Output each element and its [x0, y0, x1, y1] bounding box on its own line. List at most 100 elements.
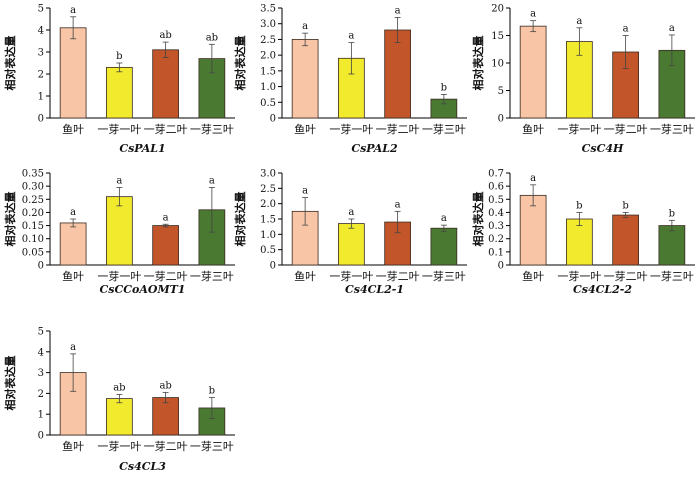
chart-title: Cs4CL2-2 [573, 283, 632, 296]
significance-label: a [623, 24, 629, 35]
y-axis-label: 相对表达量 [233, 36, 247, 91]
y-tick-label: 2.0 [260, 51, 276, 62]
bar [384, 29, 411, 119]
chart-title: CsCCoAOMT1 [100, 283, 186, 296]
y-tick-label: 0.5 [260, 245, 276, 256]
y-tick-label: 0.5 [260, 98, 276, 109]
bar [291, 39, 319, 119]
x-tick-label: 一芽三叶 [190, 122, 234, 136]
significance-label: a [70, 5, 76, 16]
bar [566, 218, 593, 266]
y-tick-label: 15 [491, 31, 504, 42]
significance-label: a [669, 23, 675, 34]
significance-label: a [530, 9, 536, 20]
y-tick-label: 4 [38, 347, 44, 358]
y-tick-label: 0 [38, 261, 44, 272]
y-tick-label: 3.0 [260, 19, 276, 30]
significance-label: a [209, 175, 215, 186]
significance-label: b [209, 386, 215, 397]
y-tick-label: 4 [38, 26, 44, 37]
significance-label: b [116, 51, 122, 62]
bar [59, 222, 87, 266]
y-tick-label: 0.10 [22, 234, 44, 245]
chart-panel-2: 0 0.5 1.0 1.5 2.0 2.5 3.0 3.5 相对表达量 a 鱼叶 a 一芽一叶 a 一芽二叶… [233, 4, 467, 155]
significance-label: ab [159, 380, 171, 391]
y-tick-label: 0 [38, 431, 44, 442]
bar [106, 398, 133, 436]
y-tick-label: 3 [38, 368, 44, 379]
y-axis-label: 相对表达量 [3, 192, 17, 247]
significance-label: a [163, 212, 169, 223]
bar [658, 225, 686, 266]
x-tick-label: 鱼叶 [62, 122, 84, 136]
y-tick-label: 5 [498, 86, 504, 97]
significance-label: b [622, 200, 628, 211]
y-tick-label: 0 [270, 261, 276, 272]
chart-title: CsPAL2 [351, 142, 398, 155]
x-tick-label: 一芽二叶 [144, 122, 188, 136]
x-tick-label: 一芽二叶 [376, 122, 420, 136]
y-tick-label: 2 [38, 70, 44, 81]
y-tick-label: 0.15 [22, 221, 44, 232]
y-tick-label: 3 [38, 48, 44, 59]
x-tick-label: 一芽三叶 [190, 439, 234, 453]
y-tick-label: 0.35 [22, 169, 44, 180]
x-tick-label: 一芽一叶 [557, 269, 601, 283]
y-axis-label: 相对表达量 [3, 356, 17, 411]
x-tick-label: 一芽三叶 [190, 269, 234, 283]
x-tick-label: 一芽一叶 [97, 269, 141, 283]
chart-title: Cs4CL2-1 [345, 283, 404, 296]
y-tick-label: 20 [491, 4, 504, 15]
bar [106, 196, 133, 266]
x-tick-label: 一芽二叶 [604, 269, 648, 283]
y-tick-label: 0.7 [488, 169, 504, 180]
y-tick-label: 0 [270, 114, 276, 125]
x-tick-label: 一芽一叶 [97, 122, 141, 136]
y-tick-label: 0.5 [488, 195, 504, 206]
significance-label: b [669, 208, 675, 219]
chart-panel-6: 0 0.1 0.2 0.3 0.4 0.5 0.6 0.7 相对表达量 a 鱼叶 b 一芽一叶 b 一芽二叶… [471, 169, 695, 296]
x-tick-label: 一芽三叶 [422, 269, 466, 283]
y-tick-label: 0.25 [22, 195, 44, 206]
chart-panel-4: 0 0.05 0.10 0.15 0.20 0.25 0.30 0.35 相对表达量 a 鱼叶 a 一芽… [3, 169, 235, 296]
bar [338, 57, 365, 119]
y-tick-label: 10 [491, 59, 504, 70]
bar [152, 397, 179, 436]
y-tick-label: 5 [38, 4, 44, 15]
y-axis-label: 相对表达量 [3, 36, 17, 91]
x-tick-label: 鱼叶 [294, 122, 316, 136]
x-tick-label: 鱼叶 [294, 269, 316, 283]
chart-panel-1: 0 1 2 3 4 5 相对表达量 a 鱼叶 b 一芽一叶 ab 一芽二叶 ab 一芽三叶 CsPAL1 [3, 4, 235, 155]
y-tick-label: 2.5 [260, 35, 276, 46]
bar [519, 25, 547, 119]
bar [338, 223, 365, 266]
bar [59, 27, 87, 119]
significance-label: a [441, 213, 447, 224]
y-tick-label: 3.0 [260, 169, 276, 180]
y-tick-label: 0.4 [488, 208, 504, 219]
x-tick-label: 鱼叶 [62, 269, 84, 283]
chart-title: Cs4CL3 [119, 460, 166, 473]
significance-label: b [576, 200, 582, 211]
x-tick-label: 鱼叶 [62, 439, 84, 453]
y-tick-label: 0.3 [488, 221, 504, 232]
chart-panel-7: 0 1 2 3 4 5 相对表达量 a 鱼叶 ab 一芽一叶 ab 一芽二叶 b 一芽三叶 Cs4CL3 [3, 327, 235, 473]
x-tick-label: 鱼叶 [522, 122, 544, 136]
bar [106, 67, 133, 119]
significance-label: a [302, 21, 308, 32]
bar [519, 194, 547, 266]
y-tick-label: 0 [498, 114, 504, 125]
bar [430, 227, 458, 266]
y-tick-label: 2 [38, 389, 44, 400]
y-axis-label: 相对表达量 [233, 192, 247, 247]
y-tick-label: 2.0 [260, 199, 276, 210]
bar [152, 49, 179, 119]
y-tick-label: 5 [38, 327, 44, 338]
x-tick-label: 一芽三叶 [650, 122, 694, 136]
bar [152, 225, 179, 266]
chart-panel-5: 0 0.5 1.0 1.5 2.0 2.5 3.0 相对表达量 a 鱼叶 a 一芽一叶 a 一芽二叶 a 一芽… [233, 169, 467, 296]
significance-label: a [116, 175, 122, 186]
x-tick-label: 一芽二叶 [144, 439, 188, 453]
y-tick-label: 0.6 [488, 182, 504, 193]
